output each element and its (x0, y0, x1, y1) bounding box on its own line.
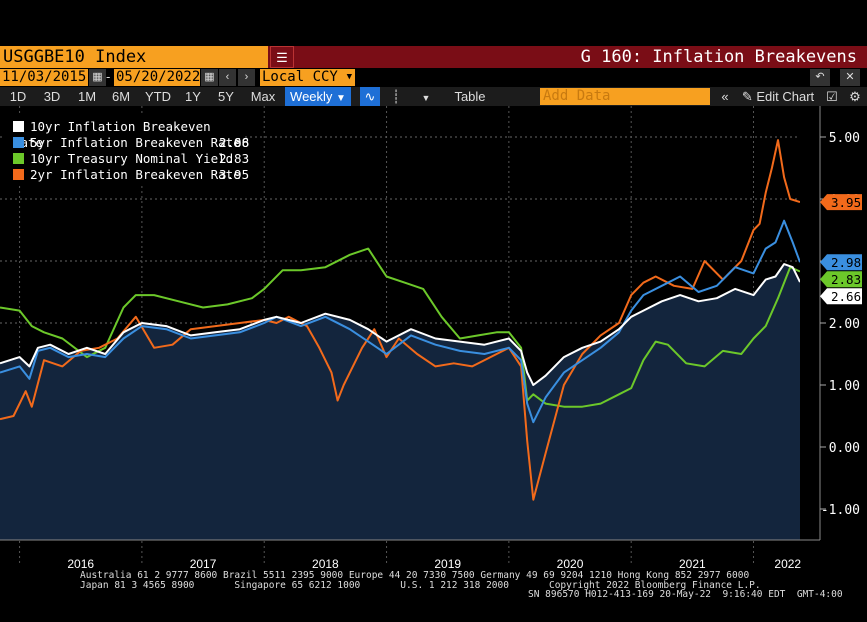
line-chart-button[interactable]: ∿ (360, 87, 380, 106)
ticker-menu-button[interactable]: ☰ (270, 46, 294, 68)
y-axis-panel (800, 106, 867, 570)
last-value-tag-3: 3.95 (831, 195, 861, 210)
footer-line-1: Australia 61 2 9777 8600 Brazil 5511 239… (80, 570, 750, 581)
double-chevron-left-icon: « (721, 89, 729, 104)
undo-icon: ↶ (815, 71, 825, 83)
range-button-1y[interactable]: 1Y (185, 89, 201, 104)
last-value-tag-2: 2.83 (831, 272, 861, 287)
x-tick-label: 2016 (67, 557, 94, 570)
menu-icon: ☰ (276, 50, 288, 65)
last-value-tag-0: 2.66 (831, 289, 861, 304)
legend-label: 5yr Inflation Breakeven Rate (30, 135, 241, 150)
last-value-tag-bg-2 (820, 271, 862, 288)
x-tick-label: 2021 (679, 557, 706, 570)
legend-entry: 5yr Inflation Breakeven Rate 2.98 (13, 135, 249, 151)
legend-entry: 10yr Treasury Nominal Yield 2.83 (13, 151, 249, 167)
range-button-3d[interactable]: 3D (43, 89, 61, 104)
legend-swatch (13, 153, 24, 164)
last-value-tag-bg-1 (820, 254, 862, 271)
last-value-tag-bg-0 (820, 288, 862, 305)
last-value-tag-bg-3 (820, 194, 862, 211)
legend-value: 2.98 (219, 135, 250, 150)
range-button-1m[interactable]: 1M (77, 89, 97, 104)
table-button[interactable]: Table (454, 89, 486, 104)
footer: Australia 61 2 9777 8600 Brazil 5511 239… (80, 571, 843, 600)
undo-button[interactable]: ↶ (810, 69, 830, 86)
bar-chart-button[interactable]: ┊ (386, 87, 406, 106)
y-tick-label: 5.00 (829, 131, 860, 146)
y-tick-label: 0.00 (829, 441, 860, 456)
annotate-icon: ☑ (826, 89, 838, 104)
graph-title: G 160: Inflation Breakevens (580, 47, 857, 67)
ticker-field[interactable]: USGGBE10 Index (0, 46, 268, 68)
gear-icon: ⚙ (849, 89, 861, 104)
chevron-down-icon: ▼ (421, 93, 431, 103)
x-tick-label: 2017 (190, 557, 217, 570)
x-tick-label: 2020 (557, 557, 584, 570)
y-tick-label: 1.00 (829, 379, 860, 394)
add-data-input[interactable]: Add Data (540, 88, 710, 105)
series-line-0 (0, 263, 801, 386)
chevron-down-icon: ▼ (346, 72, 352, 82)
currency-label: Local CCY (262, 69, 338, 85)
range-button-max[interactable]: Max (250, 89, 276, 104)
series-area-0 (0, 264, 800, 540)
legend-swatch (13, 137, 24, 148)
legend-value: 2.83 (219, 151, 250, 166)
chevron-left-icon: ‹ (225, 71, 230, 83)
x-tick-label: 2019 (434, 557, 461, 570)
legend: 10yr Inflation Breakeven Rate 2.66 5yr Inf… (5, 115, 249, 185)
series-line-1 (0, 219, 801, 424)
footer-line-2: Japan 81 3 4565 8900 Singapore 65 6212 1… (80, 579, 761, 591)
range-button-5y[interactable]: 5Y (218, 89, 234, 104)
series-line-2 (0, 247, 801, 408)
edit-chart-button[interactable]: ✎ Edit Chart (738, 87, 818, 106)
last-value-tag-1: 2.98 (831, 255, 861, 270)
annotate-button[interactable]: ☑ (824, 87, 840, 106)
x-tick-label: 2022 (774, 557, 801, 570)
legend-label: 2yr Inflation Breakeven Rate (30, 167, 241, 182)
footer-line-3: SN 896570 H012-413-169 20-May-22 9:16:40… (528, 589, 843, 600)
legend-entry: 10yr Inflation Breakeven Rate 2.66 (13, 119, 249, 150)
legend-value: 3.95 (219, 167, 250, 182)
calendar-icon: ▦ (92, 71, 103, 83)
legend-value: 2.66 (219, 135, 250, 150)
chart: 5.004.003.002.001.000.00-1.0020162017201… (0, 106, 867, 570)
currency-select[interactable]: Local CCY ▼ (260, 69, 355, 86)
legend-label: 10yr Treasury Nominal Yield (30, 151, 234, 166)
calendar-icon: ▦ (204, 71, 215, 83)
x-tick-label: 2018 (312, 557, 339, 570)
start-calendar-button[interactable]: ▦ (89, 69, 106, 86)
next-button[interactable]: › (238, 69, 255, 86)
legend-swatch (13, 169, 24, 180)
y-tick-label: 2.00 (829, 317, 860, 332)
legend-entry: 2yr Inflation Breakeven Rate 3.95 (13, 167, 249, 183)
chevron-down-icon: ▼ (336, 93, 346, 104)
line-chart-icon: ∿ (364, 89, 376, 104)
collapse-button[interactable]: « (714, 87, 736, 106)
range-button-6m[interactable]: 6M (111, 89, 131, 104)
ohlc-icon: ┊ (392, 89, 400, 104)
range-button-ytd[interactable]: YTD (145, 89, 171, 104)
frequency-weekly-button[interactable]: Weekly ▼ (285, 87, 351, 106)
prev-button[interactable]: ‹ (219, 69, 236, 86)
chart-type-menu[interactable]: ▼ (418, 87, 434, 106)
start-date-input[interactable]: 11/03/2015 (0, 69, 88, 86)
date-separator: - (106, 69, 111, 84)
edit-chart-label: Edit Chart (756, 89, 815, 104)
pencil-icon: ✎ (741, 89, 753, 104)
chevron-right-icon: › (244, 71, 249, 83)
range-button-1d[interactable]: 1D (9, 89, 27, 104)
close-button[interactable]: ✕ (840, 69, 860, 86)
settings-button[interactable]: ⚙ (846, 87, 864, 106)
weekly-label: Weekly (290, 89, 333, 104)
end-calendar-button[interactable]: ▦ (201, 69, 218, 86)
y-tick-label: -1.00 (821, 503, 860, 518)
end-date-input[interactable]: 05/20/2022 (114, 69, 201, 86)
legend-swatch (13, 121, 24, 132)
close-icon: ✕ (845, 71, 855, 83)
